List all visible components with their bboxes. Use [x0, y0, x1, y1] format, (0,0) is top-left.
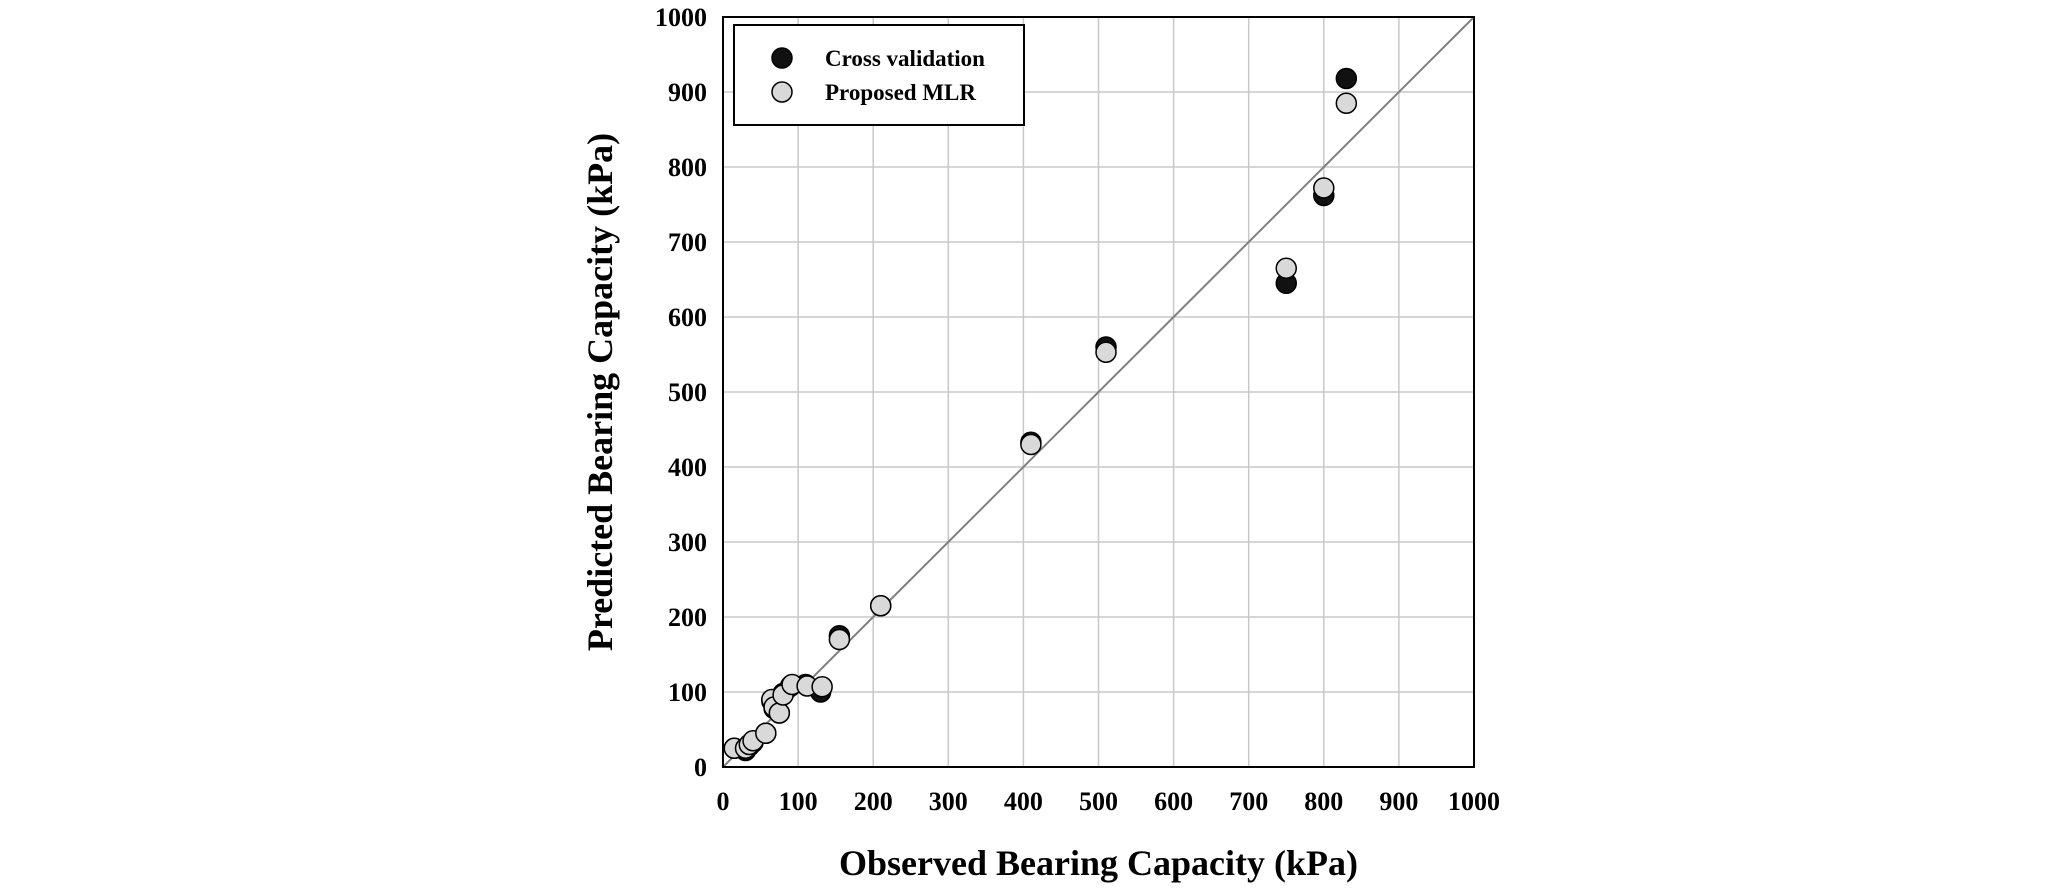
x-tick-label: 500 [1079, 787, 1118, 816]
legend-label-cross-validation: Cross validation [825, 46, 985, 71]
proposed-mlr-point [1275, 257, 1297, 279]
y-axis-title: Predicted Bearing Capacity (kPa) [580, 133, 620, 651]
x-tick-label: 100 [779, 787, 818, 816]
legend-marker-proposed-mlr [771, 81, 793, 103]
proposed-mlr-point [768, 702, 791, 724]
x-tick-label: 400 [1004, 787, 1043, 816]
x-tick-label: 700 [1229, 787, 1268, 816]
x-tick-label: 1000 [1448, 787, 1500, 816]
x-tick-label: 0 [717, 787, 730, 816]
legend: Cross validation Proposed MLR [733, 24, 1025, 126]
y-tick-label: 300 [668, 528, 707, 557]
data-points [723, 67, 1358, 762]
y-tick-label: 200 [668, 603, 707, 632]
x-axis-title: Observed Bearing Capacity (kPa) [839, 843, 1358, 883]
proposed-mlr-point [1335, 92, 1358, 114]
proposed-mlr-point [869, 595, 892, 617]
x-tick-label: 300 [929, 787, 968, 816]
x-tick-label: 800 [1304, 787, 1343, 816]
proposed-mlr-point [1313, 177, 1335, 199]
cross-validation-point [1335, 67, 1358, 90]
y-tick-label: 600 [668, 303, 707, 332]
x-axis-ticks: 0 100 200 300 400 500 600 700 800 900 1000 [717, 787, 1501, 816]
y-tick-label: 400 [668, 453, 707, 482]
x-tick-label: 200 [854, 787, 893, 816]
x-tick-label: 900 [1379, 787, 1418, 816]
legend-label-proposed-mlr: Proposed MLR [825, 80, 976, 105]
plot-frame [722, 16, 1475, 768]
proposed-mlr-point [811, 676, 833, 698]
legend-marker-cross-validation [771, 47, 793, 69]
proposed-mlr-point [828, 628, 851, 651]
y-tick-label: 100 [668, 678, 707, 707]
legend-box [733, 24, 1025, 126]
y-tick-label: 0 [694, 753, 707, 782]
y-tick-label: 900 [668, 78, 707, 107]
y-tick-label: 1000 [655, 3, 707, 32]
y-tick-label: 500 [668, 378, 707, 407]
y-tick-label: 700 [668, 228, 707, 257]
proposed-mlr-point [755, 722, 777, 744]
proposed-mlr-point [1095, 341, 1117, 363]
proposed-mlr-point [1020, 433, 1042, 456]
y-axis-ticks: 0 100 200 300 400 500 600 700 800 900 1000 [655, 3, 707, 782]
y-tick-label: 800 [668, 153, 707, 182]
x-tick-label: 600 [1154, 787, 1193, 816]
